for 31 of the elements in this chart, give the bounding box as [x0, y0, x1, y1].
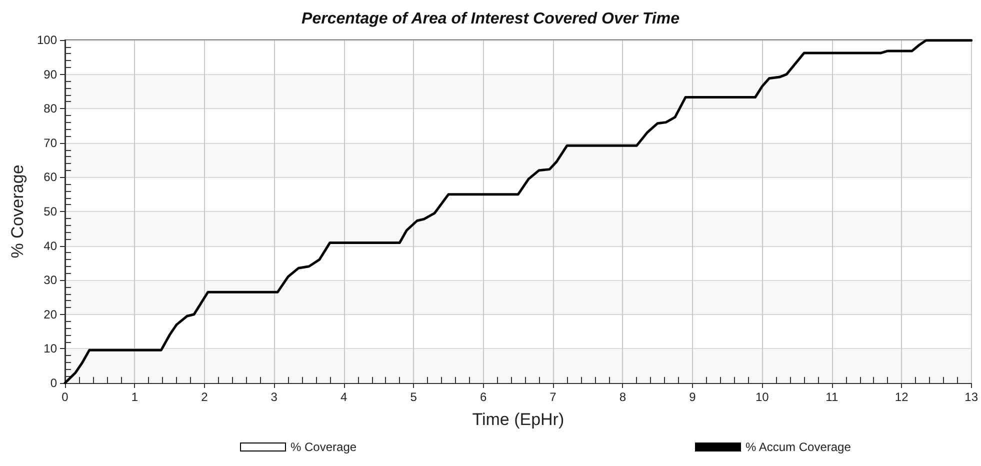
- y-tick-label: 0: [50, 376, 58, 390]
- y-tick-label: 70: [44, 136, 58, 150]
- x-tick-label: 11: [826, 390, 838, 404]
- y-tick-label: 40: [44, 238, 58, 253]
- x-tick-label: 8: [619, 390, 626, 404]
- y-axis-title: % Coverage: [8, 164, 28, 258]
- y-tick-label: 90: [44, 67, 58, 82]
- x-tick-label: 7: [550, 390, 557, 404]
- x-tick-label: 0: [62, 390, 69, 404]
- x-axis-title: Time (EpHr): [472, 410, 564, 429]
- x-tick-label: 4: [340, 390, 348, 404]
- x-tick-label: 1: [131, 390, 138, 404]
- y-tick-label: 10: [44, 342, 58, 356]
- x-tick-label: 2: [201, 390, 208, 404]
- x-tick-label: 5: [410, 390, 418, 404]
- chart-title: Percentage of Area of Interest Covered Over Time: [302, 10, 680, 28]
- y-tick-label: 50: [44, 204, 58, 218]
- x-tick-label: 6: [480, 390, 487, 404]
- x-tick-label: 3: [270, 390, 278, 404]
- y-tick-label: 30: [44, 273, 58, 288]
- y-tick-label: 60: [44, 170, 58, 184]
- x-tick-label: 10: [755, 390, 770, 404]
- x-tick-label: 9: [689, 390, 696, 404]
- y-tick-label: 80: [44, 102, 58, 116]
- x-tick-label: 13: [964, 390, 978, 404]
- y-tick-label: 20: [44, 307, 58, 322]
- legend-label: % Accum Coverage: [746, 440, 852, 454]
- line-series: [64, 39, 973, 384]
- y-tick-label: 100: [36, 33, 58, 47]
- legend-label: % Coverage: [290, 440, 357, 454]
- x-tick-label: 12: [894, 390, 909, 404]
